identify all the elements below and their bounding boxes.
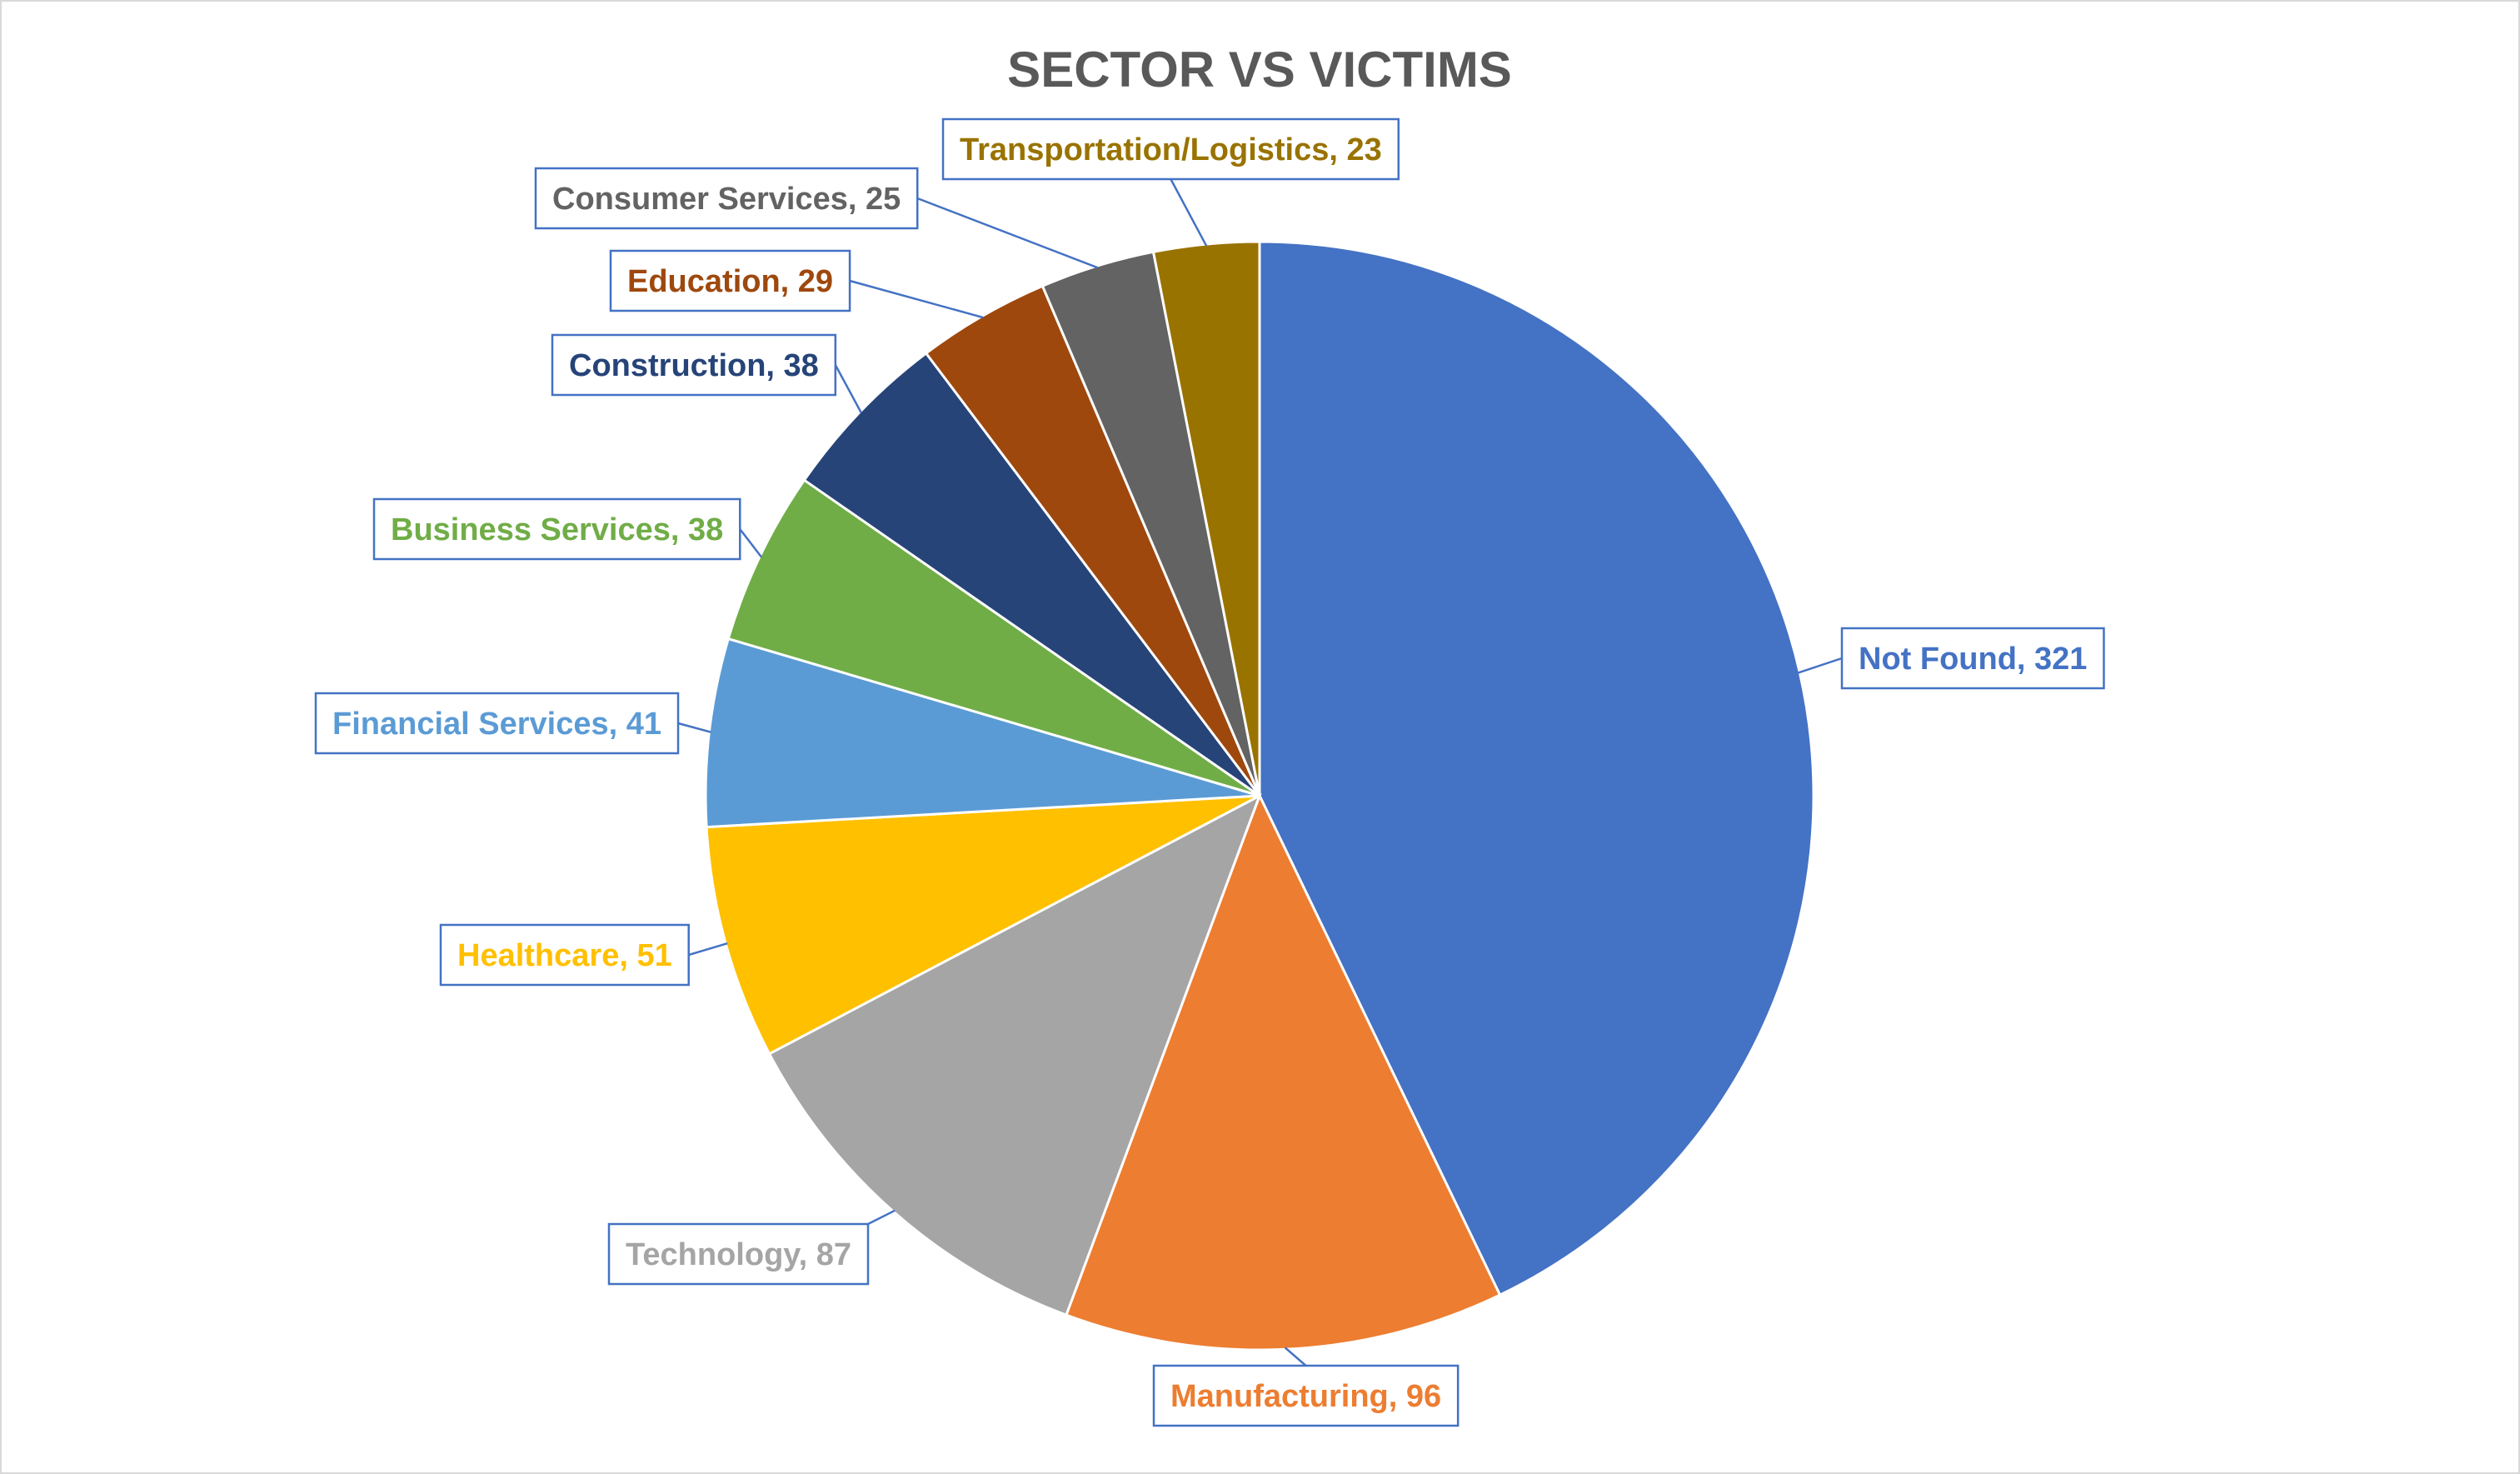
label-box-consumer-services: [534, 167, 919, 230]
slice-labels: Not Found, 321 Manufacturing, 96 Technolog…: [314, 117, 2105, 1427]
label-financial-services: Financial Services, 41: [332, 707, 661, 742]
label-box-business-services: [372, 497, 741, 561]
leader-financial-services: [677, 722, 711, 733]
label-business-services: Business Services, 38: [391, 512, 723, 547]
label-box-healthcare: [439, 923, 690, 987]
label-box-technology: [607, 1222, 870, 1286]
leader-education: [849, 279, 984, 319]
label-healthcare: Healthcare, 51: [457, 938, 672, 973]
label-box-transportation-logistics: [941, 117, 1400, 181]
label-leaders: [677, 178, 1843, 1367]
label-not-found: Not Found, 321: [1859, 642, 2087, 677]
label-box-not-found: [1840, 627, 2105, 690]
leader-business-services: [739, 528, 763, 558]
label-manufacturing: Manufacturing, 96: [1170, 1379, 1441, 1414]
leader-not-found: [1797, 657, 1843, 674]
label-transportation-logistics: Transportation/Logistics, 23: [960, 132, 1382, 167]
label-box-education: [609, 249, 851, 312]
leader-consumer-services: [916, 197, 1098, 269]
leader-healthcare: [688, 942, 728, 957]
slice-manufacturing[interactable]: [1064, 792, 1502, 1352]
label-construction: Construction, 38: [569, 348, 819, 383]
leader-manufacturing: [1284, 1347, 1307, 1367]
label-technology: Technology, 87: [626, 1237, 851, 1272]
label-consumer-services: Consumer Services, 25: [552, 182, 901, 217]
chart-title: SECTOR VS VICTIMS: [1007, 42, 1512, 97]
label-box-manufacturing: [1152, 1364, 1460, 1427]
pie-slices: [704, 240, 1815, 1352]
leader-technology: [867, 1209, 896, 1226]
label-education: Education, 29: [627, 264, 833, 299]
leader-transportation-logistics: [1170, 178, 1208, 247]
leader-construction: [834, 364, 863, 414]
label-box-financial-services: [314, 692, 680, 755]
label-box-construction: [551, 333, 837, 397]
